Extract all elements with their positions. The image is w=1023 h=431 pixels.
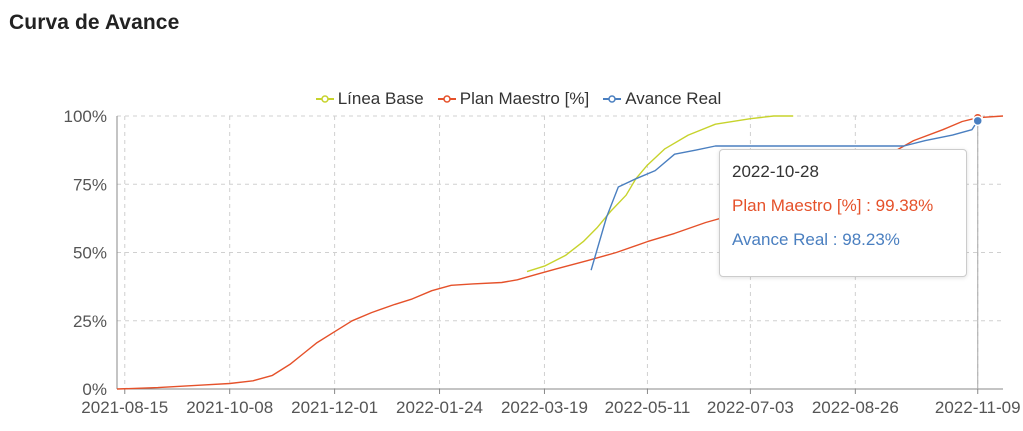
legend-swatch-plan-maestro	[437, 95, 456, 103]
x-tick-label: 2021-10-08	[186, 398, 273, 417]
legend-item-linea-base[interactable]: Línea Base	[315, 89, 424, 109]
hover-layer	[972, 112, 983, 389]
legend-item-avance-real[interactable]: Avance Real	[603, 89, 721, 109]
x-tick-label: 2022-05-11	[605, 398, 691, 417]
x-tick-label: 2022-03-19	[501, 398, 588, 417]
y-tick-label: 0%	[82, 380, 107, 399]
series-line-avance-real	[590, 120, 979, 271]
legend-label-plan-maestro: Plan Maestro [%]	[459, 89, 590, 108]
x-tick-label: 2022-08-26	[812, 398, 899, 417]
tooltip-date: 2022-10-28	[732, 162, 819, 181]
hover-marker-avance-real	[972, 115, 983, 127]
legend-item-plan-maestro[interactable]: Plan Maestro [%]	[437, 89, 590, 109]
y-tick-label: 100%	[64, 107, 107, 126]
x-tick-label: 2021-08-15	[81, 398, 168, 417]
x-tick-label: 2022-01-24	[396, 398, 483, 417]
panel-title: Curva de Avance	[9, 11, 180, 34]
axis-layer: 0% 25% 50% 75% 100% 2021-08-15 2021-10-08 2021-…	[64, 107, 1021, 417]
y-tick-label: 50%	[73, 244, 107, 263]
y-tick-label: 25%	[73, 312, 107, 331]
tooltip-row-avance-real: Avance Real : 98.23%	[732, 230, 900, 249]
legend-label-avance-real: Avance Real	[625, 89, 722, 108]
x-tick-label: 2021-12-01	[291, 398, 378, 417]
y-tick-label: 75%	[73, 175, 107, 194]
legend-swatch-linea-base	[315, 95, 334, 103]
legend-label-linea-base: Línea Base	[337, 89, 424, 108]
chart-tooltip: 2022-10-28 Plan Maestro [%] : 99.38% Ava…	[719, 149, 967, 277]
legend-swatch-avance-real	[603, 95, 622, 103]
x-tick-label: 2022-11-09	[935, 398, 1021, 417]
chart-legend: Línea Base Plan Maestro [%] Avance Real	[0, 89, 1023, 109]
x-tick-label: 2022-07-03	[707, 398, 794, 417]
tooltip-row-plan-maestro: Plan Maestro [%] : 99.38%	[732, 196, 934, 215]
